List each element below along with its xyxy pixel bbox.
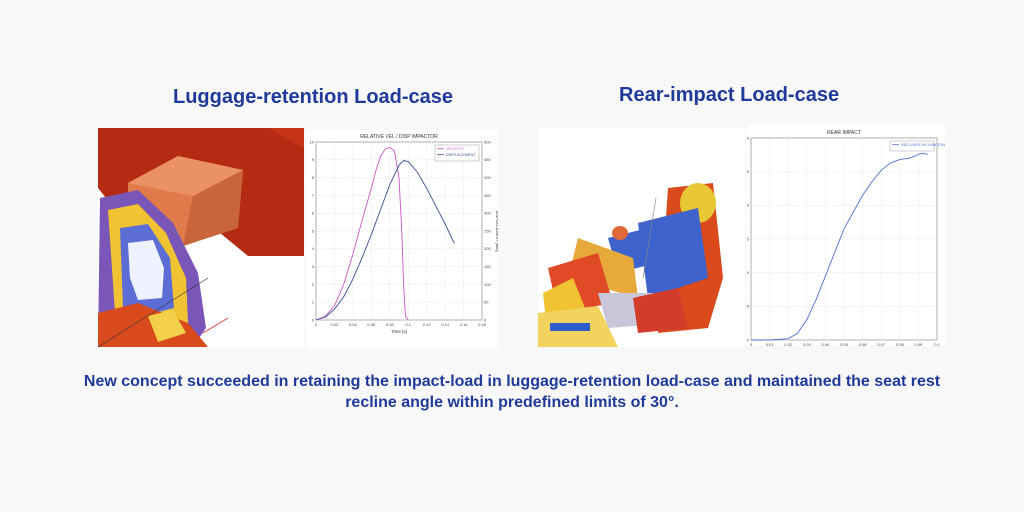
x-tick-label: 0.02 bbox=[331, 322, 340, 327]
y-tick-label: 30 bbox=[747, 135, 750, 140]
y2-tick-label: 300 bbox=[484, 211, 491, 216]
x-tick-label: 0.1 bbox=[934, 342, 940, 346]
heading-luggage-retention: Luggage-retention Load-case bbox=[173, 86, 454, 108]
y-tick-label: 5 bbox=[312, 228, 315, 233]
recliner-inclination-chart-svg: REAR IMPACT 0 0.01 0.02 0.03 0.04 0.05 0.06 0.07… bbox=[735, 130, 950, 354]
x-tick-label: 0 bbox=[315, 322, 318, 327]
x-tick-label: 0.16 bbox=[460, 322, 469, 327]
x-tick-label: 0.06 bbox=[859, 342, 868, 346]
legend-label: VELOCITY bbox=[446, 147, 465, 151]
series-line-recliner-inclination bbox=[751, 153, 928, 341]
y-tick-label: 20 bbox=[747, 203, 750, 208]
x-tick-label: 0.04 bbox=[349, 322, 358, 327]
y-tick-label: 3 bbox=[312, 264, 315, 269]
y-tick-label: 15 bbox=[747, 236, 750, 241]
chart-title: RELATIVE VEL / DISP IMPACTOR bbox=[360, 134, 438, 140]
x-tick-label: 0.07 bbox=[877, 342, 886, 346]
y-tick-label: 10 bbox=[310, 139, 315, 144]
y-tick-label: 7 bbox=[312, 193, 315, 198]
x-tick-label: 0.08 bbox=[896, 342, 905, 346]
x-tick-label: 0 bbox=[750, 342, 753, 346]
y2-tick-label: 50 bbox=[484, 300, 489, 305]
x-tick-label: 0.04 bbox=[822, 342, 831, 346]
y2-tick-label: 0 bbox=[484, 317, 487, 322]
x-axis-label: Time [s] bbox=[391, 329, 407, 334]
x-tick-label: 0.14 bbox=[441, 322, 450, 327]
x-tick-label: 0.05 bbox=[840, 342, 849, 346]
x-tick-label: 0.18 bbox=[478, 322, 487, 327]
x-tick-label: 0.03 bbox=[803, 342, 812, 346]
y2-tick-label: 250 bbox=[484, 228, 491, 233]
velocity-displacement-chart: RELATIVE VEL / DISP IMPACTOR 0 0.02 0.04 0.0… bbox=[300, 130, 500, 348]
y2-tick-label: 450 bbox=[484, 157, 491, 162]
x-tick-label: 0.08 bbox=[386, 322, 395, 327]
y-tick-label: 10 bbox=[747, 270, 750, 275]
y2-tick-label: 400 bbox=[484, 175, 491, 180]
chart-title: REAR IMPACT bbox=[827, 130, 861, 136]
y-tick-label: 8 bbox=[312, 175, 315, 180]
rear-impact-simulation-image bbox=[538, 128, 745, 347]
legend-label: DISPLACEMENT bbox=[446, 153, 476, 157]
y-tick-label: 4 bbox=[312, 246, 315, 251]
recliner-inclination-chart: REAR IMPACT 0 0.01 0.02 0.03 0.04 0.05 0.06 0.07… bbox=[735, 124, 950, 354]
x-tick-label: 0.12 bbox=[423, 322, 432, 327]
y2-tick-label: 150 bbox=[484, 264, 491, 269]
y-tick-label: 25 bbox=[747, 169, 750, 174]
y2-tick-label: 350 bbox=[484, 193, 491, 198]
series-line-displacement bbox=[315, 160, 455, 321]
luggage-retention-simulation-image bbox=[98, 128, 304, 347]
y-tick-label: 0 bbox=[312, 317, 315, 322]
y2-axis-label: DISPLACEMENT [mm] bbox=[495, 210, 498, 251]
y2-tick-label: 200 bbox=[484, 246, 491, 251]
conclusion-caption: New concept succeeded in retaining the i… bbox=[83, 373, 941, 411]
y-tick-label: 6 bbox=[312, 211, 315, 216]
y-tick-label: 5 bbox=[747, 304, 750, 309]
legend-box bbox=[889, 140, 935, 152]
series-line-velocity bbox=[315, 146, 409, 321]
legend-box bbox=[434, 144, 480, 162]
x-tick-label: 0.09 bbox=[915, 342, 924, 346]
x-tick-label: 0.01 bbox=[766, 342, 775, 346]
y2-tick-label: 500 bbox=[484, 139, 491, 144]
y-tick-label: 9 bbox=[312, 157, 315, 162]
x-tick-label: 0.06 bbox=[367, 322, 376, 327]
y-tick-label: 0 bbox=[747, 337, 750, 342]
heading-rear-impact: Rear-impact Load-case bbox=[619, 84, 840, 106]
velocity-displacement-chart-svg: RELATIVE VEL / DISP IMPACTOR 0 0.02 0.04 0.0… bbox=[300, 134, 500, 334]
x-tick-label: 0.02 bbox=[784, 342, 793, 346]
x-tick-label: 0.1 bbox=[405, 322, 411, 327]
y-tick-label: 2 bbox=[312, 282, 315, 287]
y2-tick-label: 100 bbox=[484, 282, 491, 287]
y-tick-label: 1 bbox=[312, 300, 315, 305]
legend-label: RECLINER INCLINATION [°] bbox=[901, 143, 945, 147]
